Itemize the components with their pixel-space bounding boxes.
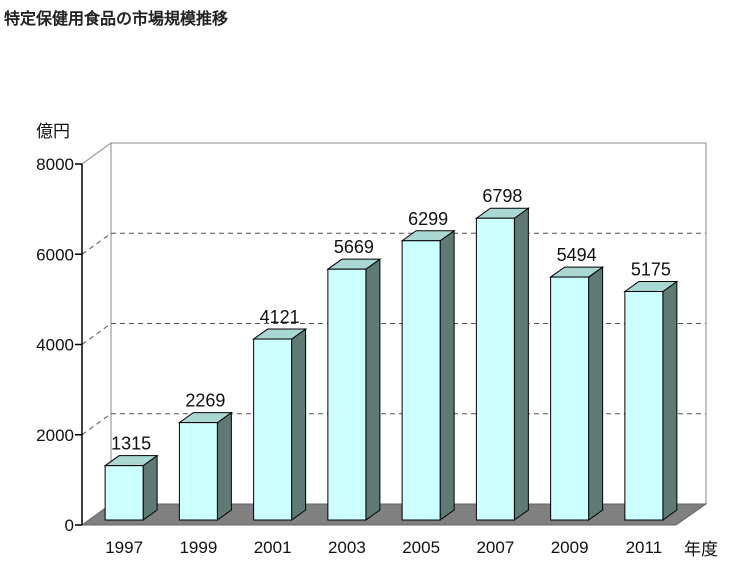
bar — [326, 258, 382, 521]
y-axis-label: 億円 — [36, 122, 70, 141]
bar-front — [475, 217, 515, 521]
bar — [252, 328, 308, 521]
data-label: 2269 — [185, 391, 225, 411]
gridline-side — [81, 413, 112, 436]
bar-front — [550, 276, 590, 521]
y-tick-label: 8000 — [36, 155, 74, 174]
bar — [549, 266, 605, 521]
bar-side — [216, 411, 232, 521]
y-tick-label: 6000 — [36, 245, 74, 264]
y-tick-label: 0 — [65, 516, 74, 535]
bar-front — [624, 290, 664, 521]
data-label: 4121 — [260, 307, 300, 327]
bar-front — [104, 465, 144, 521]
data-labels: 1315 2269 4121 5669 6299 6798 5494 5175 — [111, 186, 671, 453]
data-label: 6299 — [408, 209, 448, 229]
bar-front — [178, 422, 218, 521]
chart-title: 特定保健用食品の市場規模推移 — [4, 11, 229, 28]
bar-front — [401, 240, 441, 521]
bar-side — [291, 328, 307, 521]
x-axis-label: 年度 — [684, 540, 718, 559]
bar-side — [439, 229, 455, 521]
data-label: 1315 — [111, 434, 151, 454]
bar — [474, 207, 530, 521]
floor-plane — [80, 503, 708, 526]
data-label: 5494 — [557, 245, 597, 265]
x-tick-label: 2003 — [328, 538, 366, 557]
bar-side — [142, 454, 158, 521]
bars — [103, 207, 679, 521]
bar-front — [327, 268, 367, 521]
x-tick-label: 2001 — [254, 538, 292, 557]
bar — [177, 411, 233, 521]
bar-side — [662, 280, 678, 521]
bar-side — [588, 266, 604, 521]
data-label: 5175 — [631, 259, 671, 279]
y-axis: 0 2000 4000 6000 8000 — [36, 155, 83, 535]
x-tick-label: 2009 — [551, 538, 589, 557]
data-label: 6798 — [482, 186, 522, 206]
x-tick-label: 1999 — [179, 538, 217, 557]
bar — [623, 280, 679, 521]
x-tick-label: 1997 — [105, 538, 143, 557]
bar-side — [365, 258, 381, 521]
x-tick-label: 2011 — [626, 538, 663, 557]
gridline-side — [81, 323, 112, 345]
x-tick-label: 2007 — [476, 538, 514, 557]
gridline-side — [81, 232, 112, 255]
side-wall-top-edge — [81, 142, 112, 165]
x-axis: 1997 1999 2001 2003 2005 2007 2009 2011 — [105, 538, 662, 557]
chart-floor — [80, 503, 708, 526]
y-tick-label: 4000 — [36, 336, 74, 355]
x-tick-label: 2005 — [402, 538, 440, 557]
bar-front — [253, 338, 293, 521]
y-tick-label: 2000 — [36, 426, 74, 445]
bar — [400, 229, 456, 521]
bar-side — [513, 207, 529, 521]
data-label: 5669 — [334, 237, 374, 257]
bar — [103, 454, 159, 521]
